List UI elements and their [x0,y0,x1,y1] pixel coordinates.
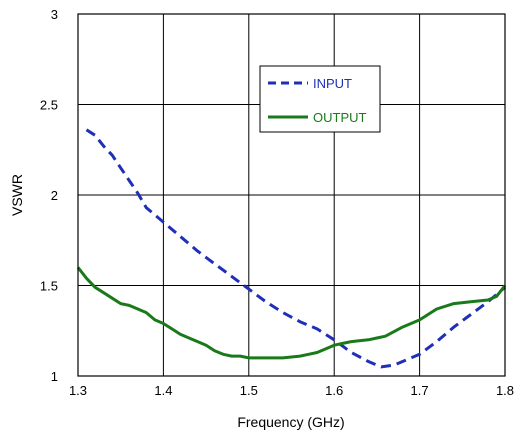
y-tick-label: 2.5 [40,98,58,113]
legend-label-input: INPUT [313,76,352,91]
x-tick-label: 1.5 [240,383,258,398]
legend-box [259,65,381,133]
x-tick-label: 1.8 [496,383,514,398]
series-layer [76,128,507,369]
x-tick-label: 1.6 [325,383,343,398]
y-tick-label: 1 [51,369,58,384]
x-tick-label: 1.3 [69,383,87,398]
series-line-output [76,266,507,360]
legend-label-output: OUTPUT [313,110,367,125]
x-tick-label: 1.4 [154,383,172,398]
plot-frame [77,13,506,377]
y-tick-label: 2 [51,188,58,203]
y-tick-label: 1.5 [40,279,58,294]
x-tick-label: 1.7 [411,383,429,398]
y-tick-label: 3 [51,7,58,22]
y-axis-label: VSWR [9,174,25,216]
x-axis-label: Frequency (GHz) [237,414,344,430]
legend: INPUT OUTPUT [259,65,381,133]
tick-labels: 1.3 1.4 1.5 1.6 1.7 1.8 1 1.5 2 2.5 3 [40,7,514,398]
series-line-input [85,128,506,369]
